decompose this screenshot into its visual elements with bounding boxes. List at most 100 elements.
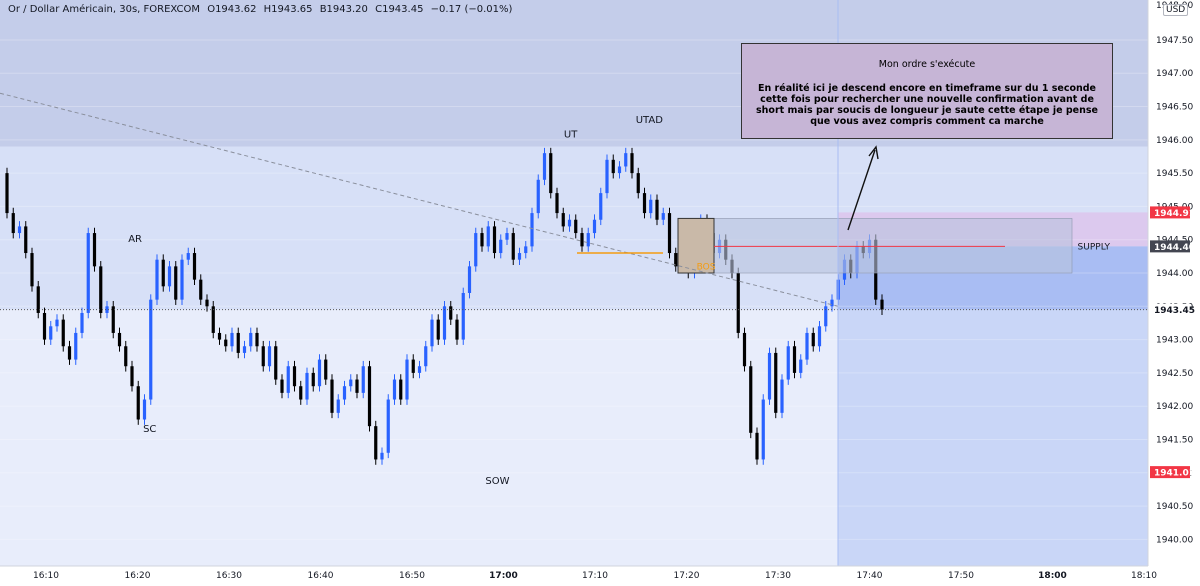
- candle-body-125: [786, 346, 790, 380]
- candle-body-0: [5, 173, 9, 214]
- candle-body-120: [755, 432, 759, 460]
- candle-body-91: [574, 219, 578, 234]
- candle-body-2: [17, 226, 22, 234]
- order-arrow: [847, 149, 876, 231]
- candle-body-53: [336, 399, 340, 413]
- candle-body-67: [424, 346, 428, 367]
- candle-body-88: [555, 193, 559, 214]
- candle-body-32: [205, 299, 209, 307]
- candle-body-35: [224, 339, 228, 347]
- candle-body-132: [830, 299, 834, 307]
- candle-body-20: [130, 366, 134, 387]
- candle-body-118: [742, 332, 747, 367]
- price-tag-low-bg: [1150, 466, 1190, 479]
- price-tick-12: 1946.00: [1156, 136, 1193, 146]
- time-tick-0: 16:10: [33, 571, 59, 581]
- chart-label-sc: SC: [143, 424, 156, 435]
- annotations-labels: ARSCSOWUTUTADSUPPLYBOS0.5: [128, 115, 1110, 487]
- chart-label-ar: AR: [128, 234, 142, 245]
- candle-body-22: [142, 399, 147, 420]
- change-value: −0.17 (−0.01%): [430, 4, 513, 15]
- candle-body-71: [449, 306, 453, 320]
- candle-body-74: [467, 266, 472, 293]
- candle-body-99: [624, 153, 628, 167]
- candle-body-45: [286, 366, 290, 393]
- candle-body-123: [774, 352, 778, 413]
- time-tick-1: 16:20: [125, 571, 151, 581]
- candle-body-52: [330, 379, 334, 413]
- candle-body-6: [42, 312, 47, 340]
- open-value: O1943.62: [207, 4, 257, 15]
- candle-body-95: [599, 193, 603, 220]
- price-tick-14: 1947.00: [1156, 69, 1193, 79]
- candle-body-101: [636, 173, 640, 194]
- price-tag-level2-bg: [1150, 240, 1190, 253]
- candle-body-9: [61, 319, 65, 347]
- candle-body-13: [86, 233, 90, 313]
- time-tick-7: 17:20: [674, 571, 700, 581]
- currency-badge[interactable]: USD: [1163, 4, 1189, 16]
- candle-body-96: [605, 159, 609, 194]
- candle-body-21: [136, 386, 140, 420]
- candle-body-23: [149, 299, 153, 400]
- note-body: En réalité ici je descend encore en time…: [756, 82, 1098, 127]
- grid: [0, 39, 1148, 540]
- candle-body-89: [561, 213, 565, 227]
- candle-body-11: [74, 332, 78, 360]
- time-tick-5: 17:00: [489, 571, 518, 581]
- chart-label-sow: SOW: [485, 476, 509, 487]
- time-tick-9: 17:40: [857, 571, 883, 581]
- candle-body-84: [530, 213, 534, 247]
- price-tick-11: 1945.50: [1156, 169, 1193, 179]
- candle-body-61: [386, 399, 390, 453]
- candle-body-58: [367, 366, 372, 427]
- candle-body-31: [199, 279, 203, 300]
- candle-body-62: [392, 379, 397, 400]
- candle-body-66: [417, 366, 422, 373]
- candle-body-1: [11, 213, 15, 234]
- candle-body-7: [49, 326, 53, 340]
- candle-body-106: [667, 213, 672, 254]
- price-tick-3: 1941.50: [1156, 435, 1193, 445]
- candle-body-43: [274, 346, 278, 380]
- candle-body-63: [399, 379, 403, 400]
- candle-body-140: [880, 299, 884, 310]
- price-tick-1: 1940.50: [1156, 502, 1193, 512]
- target-projection-lower: [838, 309, 1148, 566]
- candle-body-60: [380, 452, 384, 460]
- candle-body-24: [155, 259, 159, 300]
- candle-body-79: [499, 239, 503, 254]
- candle-body-64: [405, 359, 409, 400]
- candle-body-127: [799, 359, 803, 373]
- candle-body-87: [549, 153, 553, 194]
- candle-body-37: [236, 332, 240, 353]
- candle-body-94: [592, 219, 597, 234]
- price-tick-5: 1942.50: [1156, 369, 1193, 379]
- candle-body-10: [67, 346, 72, 360]
- price-tag-last-bg: [1150, 303, 1190, 316]
- candle-body-39: [249, 332, 253, 347]
- candle-body-107: [674, 253, 678, 267]
- candle-body-68: [430, 319, 434, 347]
- candle-body-85: [536, 179, 540, 214]
- note-title: Mon ordre s'exécute: [878, 59, 976, 70]
- candle-body-27: [174, 266, 178, 300]
- candle-body-46: [292, 366, 297, 387]
- candle-body-83: [524, 246, 528, 254]
- candle-body-117: [736, 273, 740, 333]
- candle-body-86: [542, 153, 547, 180]
- chart-label-ut: UT: [564, 130, 578, 141]
- candle-body-41: [261, 346, 265, 367]
- candle-body-103: [649, 199, 653, 214]
- candle-body-119: [749, 366, 753, 433]
- annotation-note[interactable]: Mon ordre s'exécute En réalité ici je de…: [741, 43, 1113, 139]
- low-value: B1943.20: [319, 4, 368, 15]
- candle-body-15: [99, 266, 103, 313]
- candle-body-56: [355, 379, 359, 393]
- candle-body-70: [442, 306, 447, 340]
- price-tag-low: 1941.01: [1154, 469, 1195, 479]
- candle-body-130: [817, 326, 822, 347]
